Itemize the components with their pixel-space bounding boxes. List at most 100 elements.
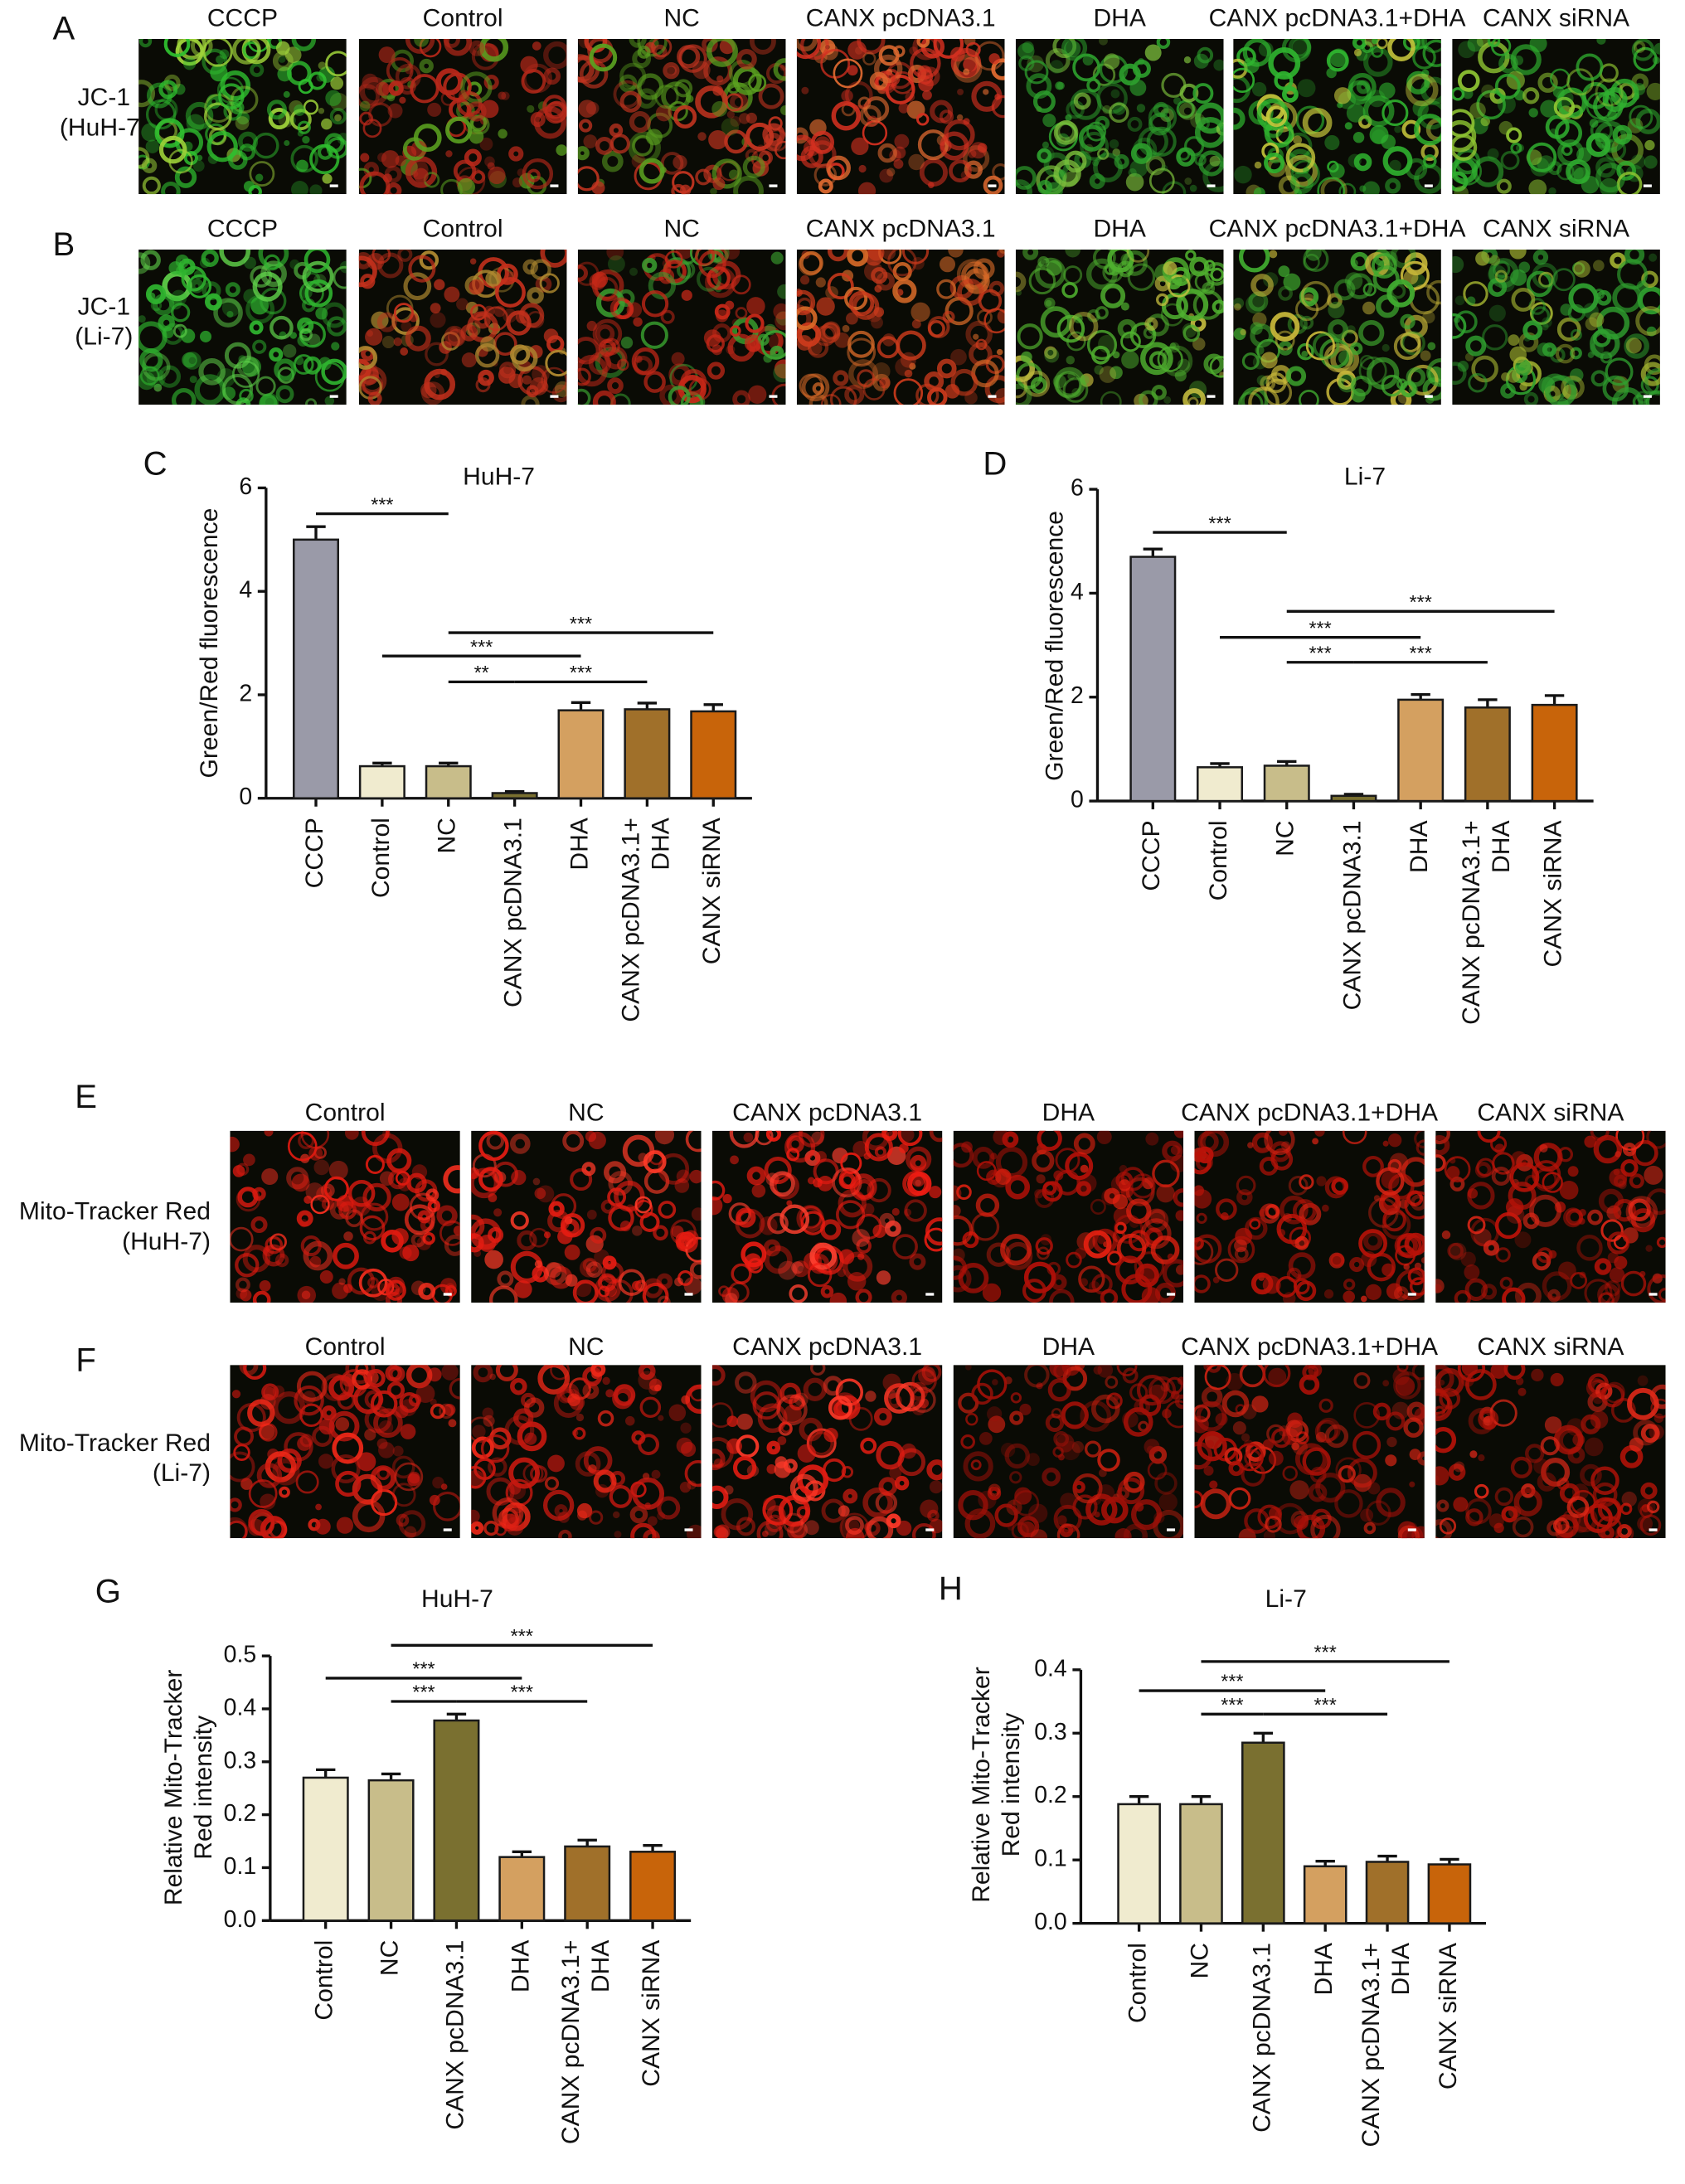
- cell: [965, 41, 981, 57]
- y-tick-label: 0: [1071, 787, 1084, 813]
- cell: [1120, 253, 1134, 266]
- cell: [739, 113, 750, 124]
- cell: [857, 96, 872, 110]
- cell: [495, 1365, 518, 1381]
- cell: [1389, 159, 1401, 172]
- significance-label: ***: [570, 662, 592, 683]
- cell: [1114, 153, 1129, 170]
- cell: [352, 1473, 383, 1505]
- scale-bar: [1167, 1293, 1176, 1296]
- cell: [768, 116, 783, 131]
- cell: [419, 38, 442, 58]
- cell: [1477, 1130, 1501, 1143]
- cell: [703, 164, 722, 183]
- cell: [1495, 1247, 1511, 1263]
- cell: [203, 102, 232, 131]
- cell: [509, 1133, 531, 1154]
- cell: [1406, 73, 1439, 107]
- cell: [975, 1193, 1000, 1217]
- significance-label: ***: [1221, 1694, 1243, 1716]
- cell: [898, 1143, 909, 1153]
- cell: [360, 153, 370, 163]
- cell: [1640, 1482, 1658, 1500]
- cell: [1382, 146, 1413, 177]
- cell: [631, 1430, 646, 1445]
- cell: [657, 1295, 671, 1303]
- cell: [891, 1207, 900, 1216]
- cell: [1178, 358, 1190, 371]
- cell: [1117, 318, 1138, 339]
- cell: [268, 107, 290, 130]
- cell: [1489, 1399, 1517, 1427]
- cell: [440, 1483, 448, 1490]
- cell: [1359, 185, 1367, 192]
- cell: [686, 1524, 702, 1539]
- cell: [324, 396, 335, 405]
- cell: [252, 339, 267, 354]
- cell: [1576, 1235, 1603, 1261]
- cell: [942, 310, 955, 323]
- cell: [892, 1234, 918, 1259]
- cell: [634, 355, 643, 363]
- cell: [722, 1194, 732, 1204]
- cell: [917, 65, 932, 80]
- cell: [480, 336, 496, 352]
- cell: [953, 1215, 974, 1246]
- cell: [1567, 1446, 1585, 1464]
- cell: [1234, 165, 1252, 184]
- cell: [822, 321, 841, 340]
- cell: [758, 1216, 778, 1235]
- cell: [1468, 372, 1488, 393]
- y-axis-title: Green/Red fluorescence: [196, 508, 223, 779]
- cell: [750, 1380, 783, 1413]
- cell: [789, 1284, 809, 1303]
- cell: [1625, 1196, 1658, 1228]
- cell: [911, 256, 925, 270]
- y-tick-label: 0.2: [224, 1800, 256, 1827]
- micrograph: [1435, 1130, 1666, 1303]
- cell: [1609, 1168, 1628, 1187]
- cell: [532, 41, 541, 51]
- cell: [728, 169, 740, 180]
- cell: [965, 320, 993, 348]
- cell: [304, 279, 333, 308]
- cell: [1465, 335, 1487, 357]
- cell: [1463, 281, 1488, 307]
- cell: [1363, 47, 1393, 77]
- cell: [602, 337, 620, 356]
- cell: [789, 1473, 818, 1502]
- cell: [567, 1393, 580, 1407]
- cell: [1030, 1529, 1048, 1539]
- cell: [829, 386, 857, 405]
- cell: [1452, 119, 1477, 153]
- cell: [658, 1415, 664, 1421]
- image-title: NC: [568, 1099, 604, 1127]
- cell: [1049, 60, 1064, 74]
- cell: [1600, 1219, 1624, 1242]
- cell: [582, 1257, 598, 1273]
- cell: [977, 143, 988, 153]
- y-tick-label: 6: [239, 473, 252, 500]
- cell: [608, 1205, 634, 1231]
- cell: [186, 114, 205, 133]
- cell: [1403, 1417, 1424, 1438]
- cell: [816, 297, 835, 316]
- cell: [1147, 1460, 1168, 1480]
- y-tick-label: 0.1: [224, 1853, 256, 1880]
- cell: [807, 1262, 833, 1288]
- cell: [1175, 1264, 1184, 1275]
- cell: [236, 1288, 248, 1299]
- cell: [831, 100, 862, 131]
- cell: [598, 1273, 617, 1292]
- cell: [1073, 92, 1091, 110]
- cell: [435, 68, 464, 96]
- cell: [1615, 1524, 1634, 1539]
- cell: [940, 131, 969, 161]
- cell: [1126, 249, 1150, 263]
- cell: [1005, 1174, 1031, 1200]
- cell: [1282, 1212, 1292, 1222]
- cell: [533, 106, 567, 139]
- cell: [1134, 1502, 1144, 1512]
- cell: [581, 1162, 596, 1177]
- cell: [1015, 179, 1032, 195]
